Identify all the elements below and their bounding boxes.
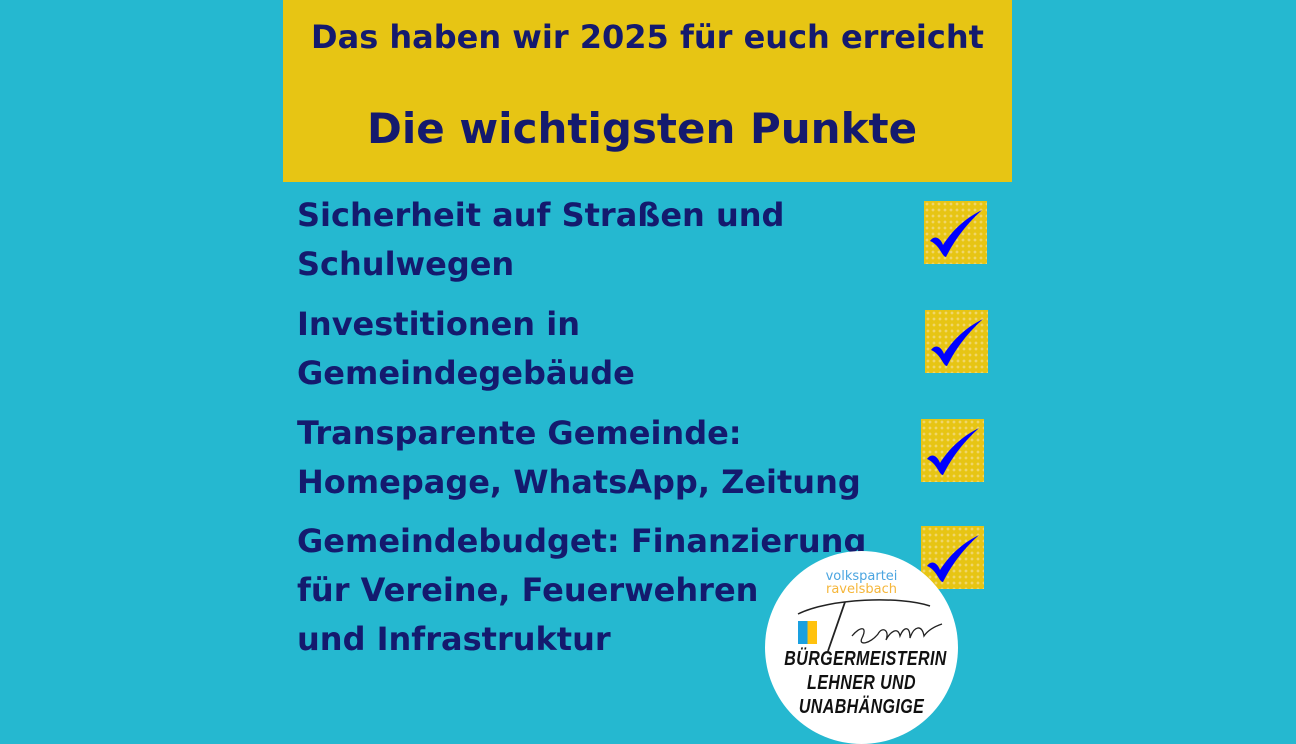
logo-text-3: UNABHÄNGIGE (798, 696, 925, 718)
header-banner: Das haben wir 2025 für euch erreicht Die… (283, 0, 1012, 182)
page-title: Das haben wir 2025 für euch erreicht (311, 18, 984, 56)
team-logo: volkspartei ravelsbach BÜRGERMEISTERIN L… (765, 551, 958, 744)
logo-town: ravelsbach (826, 582, 897, 597)
team-signature (797, 599, 943, 652)
checkmark-icon (921, 526, 984, 589)
page-subtitle: Die wichtigsten Punkte (367, 104, 918, 153)
logo-text-1: BÜRGERMEISTERIN (784, 648, 947, 670)
flag-icon (798, 621, 817, 644)
list-item: Sicherheit auf Straßen und Schulwegen (297, 196, 785, 283)
logo-party: volkspartei (825, 569, 898, 584)
checkmark-icon (921, 419, 984, 482)
list-item: Transparente Gemeinde: Homepage, WhatsAp… (297, 414, 861, 501)
list-item: Investitionen in Gemeindegebäude (297, 305, 635, 392)
logo-text-2: LEHNER UND (807, 672, 916, 694)
checkmark-icon (924, 201, 987, 264)
checkmark-icon (925, 310, 988, 373)
list-item: Gemeindebudget: Finanzierung für Vereine… (297, 522, 867, 658)
